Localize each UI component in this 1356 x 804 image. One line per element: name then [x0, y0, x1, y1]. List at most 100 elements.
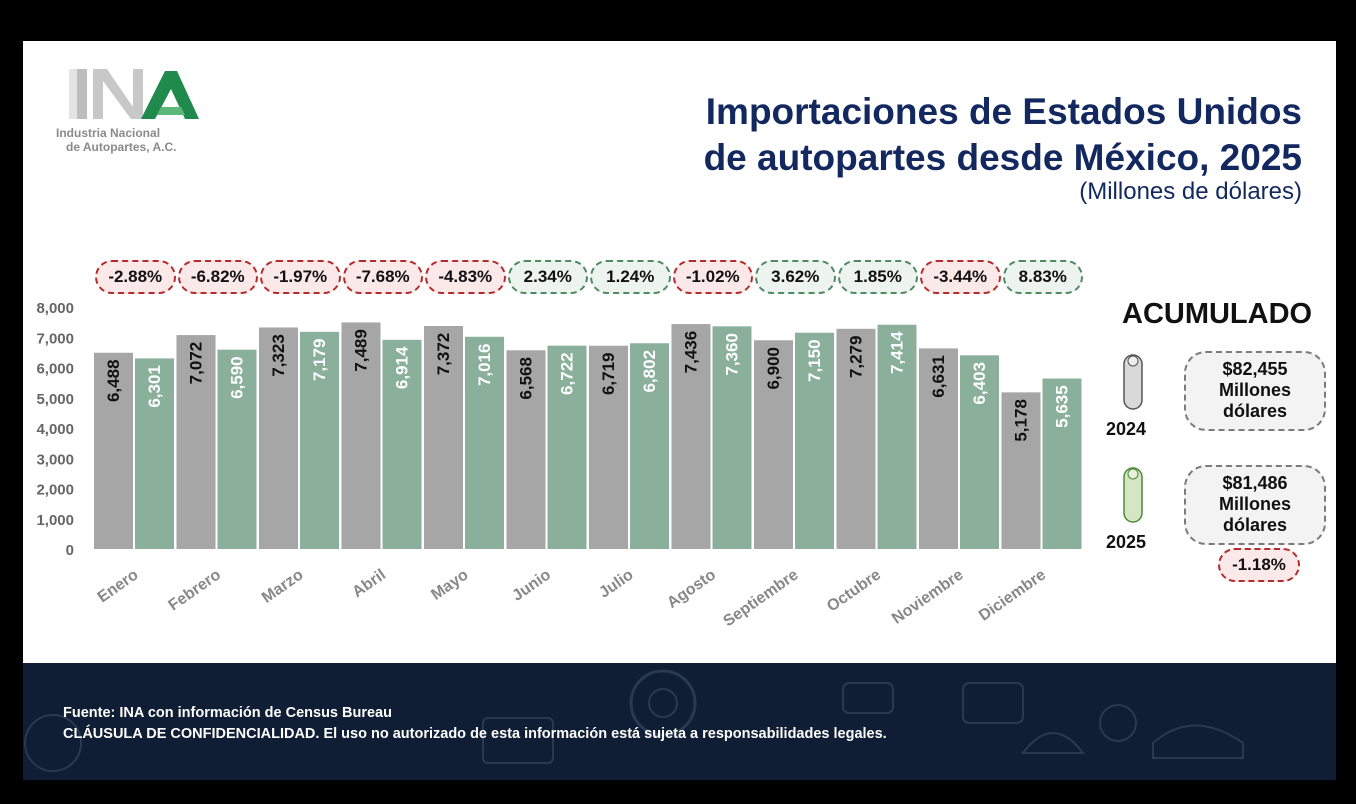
bar-2025-mayo — [465, 336, 504, 549]
y-tick-label: 4,000 — [36, 421, 74, 438]
bar-value-label: 6,568 — [517, 357, 536, 400]
x-tick-label: Marzo — [259, 566, 307, 607]
acumulado-change-badge: -1.18% — [1218, 548, 1300, 582]
x-tick-label: Junio — [509, 566, 554, 605]
bar-2025-julio — [630, 343, 669, 549]
bar-value-label: 7,414 — [888, 331, 907, 374]
change-pill-marzo: -1.97% — [260, 260, 341, 294]
bar-2025-agosto — [712, 326, 752, 549]
bar-value-label: 7,323 — [269, 334, 288, 377]
bar-2024-marzo — [259, 327, 298, 549]
bar-2025-noviembre — [960, 355, 999, 549]
bar-value-label: 6,900 — [764, 347, 783, 390]
bar-value-label: 7,016 — [475, 343, 494, 386]
bar-value-label: 7,436 — [682, 331, 701, 374]
bar-value-label: 7,072 — [187, 342, 206, 385]
change-pill-mayo: -4.83% — [425, 260, 506, 294]
bar-2025-febrero — [217, 349, 257, 549]
y-tick-label: 3,000 — [36, 451, 74, 468]
bar-2024-julio — [589, 345, 628, 549]
x-tick-label: Octubre — [824, 566, 884, 615]
bar-2025-abril — [382, 339, 422, 549]
bar-value-label: 6,301 — [145, 365, 164, 408]
footer: Fuente: INA con información de Census Bu… — [23, 663, 1336, 780]
change-pill-junio: 2.34% — [507, 260, 588, 294]
change-pill-agosto: -1.02% — [672, 260, 753, 294]
acumulado-2024-box: $82,455 Millones dólares — [1184, 351, 1326, 431]
change-pill-diciembre: 8.83% — [1002, 260, 1083, 294]
bar-value-label: 6,722 — [558, 352, 577, 395]
page-title: Importaciones de Estados Unidos de autop… — [703, 91, 1302, 178]
bar-2024-enero — [94, 352, 133, 549]
bar-2024-junio — [506, 350, 546, 549]
bar-value-label: 6,590 — [228, 356, 247, 399]
change-pill-abril: -7.68% — [342, 260, 423, 294]
bar-value-label: 6,719 — [599, 352, 618, 395]
bar-value-label: 7,489 — [352, 329, 371, 372]
bar-2024-octubre — [836, 328, 876, 549]
source-note: Fuente: INA con información de Census Bu… — [63, 705, 392, 721]
slide: Industria Nacional de Autopartes, A.C. I… — [23, 41, 1336, 663]
x-tick-label: Julio — [596, 566, 637, 601]
bar-2024-diciembre — [1001, 392, 1041, 549]
year-2025-label: 2025 — [1106, 532, 1147, 552]
bar-2025-enero — [135, 358, 174, 549]
x-tick-label: Abril — [349, 566, 389, 601]
bar-2025-octubre — [877, 324, 917, 549]
x-tick-label: Diciembre — [976, 566, 1049, 624]
bar-value-label: 6,802 — [640, 350, 659, 393]
bar-2024-febrero — [176, 335, 216, 549]
x-tick-label: Enero — [95, 566, 142, 606]
year-2024-label: 2024 — [1106, 419, 1147, 439]
x-tick-label: Agosto — [664, 566, 719, 612]
page-subtitle: (Millones de dólares) — [1079, 178, 1302, 205]
bar-chart: 0 1,000 2,000 3,000 4,000 5,000 6,000 7,000 8,00… — [36, 300, 1082, 630]
bar-2024-septiembre — [754, 340, 793, 549]
y-tick-label: 2,000 — [36, 482, 74, 499]
bar-value-label: 6,488 — [104, 359, 123, 402]
y-tick-label: 8,000 — [36, 300, 74, 317]
bar-2025-junio — [547, 345, 587, 549]
change-pill-enero: -2.88% — [95, 260, 176, 294]
acumulado-2025-box: $81,486 Millones dólares — [1184, 465, 1326, 545]
y-tick-label: 5,000 — [36, 391, 74, 408]
bar-value-label: 6,403 — [970, 362, 989, 405]
bar-2024-mayo — [424, 325, 463, 549]
bar-2025-marzo — [300, 331, 339, 549]
footer-pattern — [24, 669, 1244, 772]
bar-value-label: 7,150 — [805, 339, 824, 382]
bar-value-label: 7,179 — [310, 339, 329, 382]
bar-2024-abril — [341, 322, 381, 549]
footer-text: Fuente: INA con información de Census Bu… — [63, 703, 887, 745]
bar-value-label: 5,178 — [1012, 399, 1031, 442]
bar-value-label: 7,360 — [723, 333, 742, 376]
bar-value-label: 7,372 — [434, 333, 453, 376]
cylinder-2024-icon — [1123, 354, 1143, 410]
change-pill-julio: 1.24% — [590, 260, 671, 294]
x-tick-label: Septiembre — [720, 566, 801, 630]
bar-2025-septiembre — [795, 332, 834, 549]
bar-value-label: 5,635 — [1053, 385, 1072, 428]
change-pill-septiembre: 3.62% — [755, 260, 836, 294]
bar-value-label: 7,279 — [847, 336, 866, 379]
x-tick-label: Noviembre — [889, 566, 967, 627]
change-pill-octubre: 1.85% — [837, 260, 918, 294]
confidentiality-note: CLÁUSULA DE CONFIDENCIALIDAD. El uso no … — [63, 726, 887, 742]
cylinder-2025-icon — [1123, 467, 1143, 523]
logo-text: Industria Nacional de Autopartes, A.C. — [56, 126, 177, 154]
x-tick-label: Febrero — [165, 566, 224, 614]
y-tick-label: 6,000 — [36, 361, 74, 378]
ina-logo — [53, 67, 223, 167]
bar-2024-noviembre — [919, 348, 958, 549]
bar-value-label: 6,914 — [393, 346, 412, 389]
change-pill-noviembre: -3.44% — [920, 260, 1001, 294]
y-tick-label: 1,000 — [36, 512, 74, 529]
bar-2025-diciembre — [1042, 378, 1082, 549]
y-tick-label: 0 — [66, 542, 74, 559]
bar-2024-agosto — [671, 324, 711, 549]
change-pill-febrero: -6.82% — [177, 260, 258, 294]
bar-value-label: 6,631 — [929, 355, 948, 398]
y-tick-label: 7,000 — [36, 330, 74, 347]
x-tick-label: Mayo — [428, 566, 471, 604]
acumulado-title: ACUMULADO — [1122, 298, 1313, 330]
